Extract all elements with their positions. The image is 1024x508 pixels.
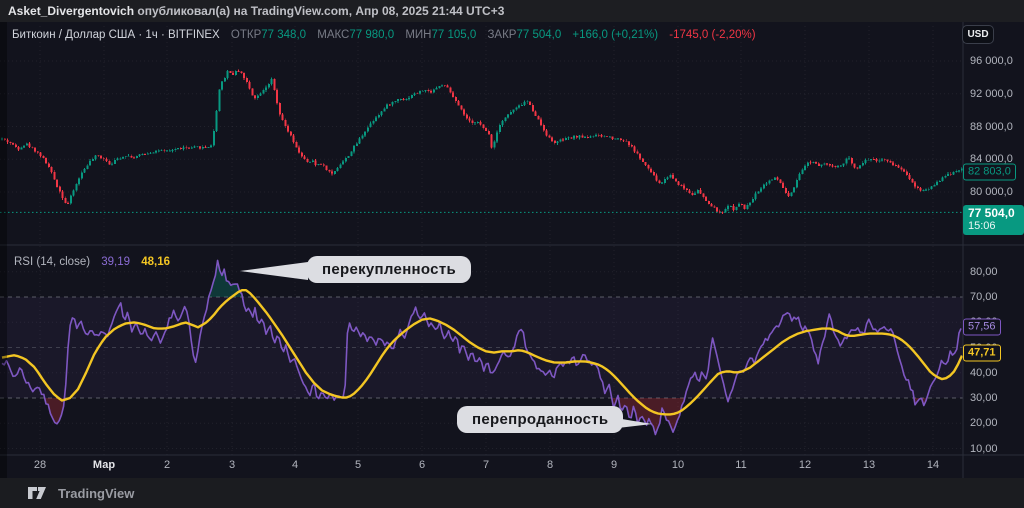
high-label: МАКС (317, 29, 350, 41)
price-tick-label: 96 000,0 (970, 55, 1013, 67)
day-change: -1745,0 (-2,20%) (669, 29, 756, 41)
low-label: МИН (405, 29, 432, 41)
publish-info: опубликовал(а) на TradingView.com, Апр 0… (134, 4, 505, 18)
price-tick-label: 80 000,0 (970, 186, 1013, 198)
current-price: 77 504,0 (968, 206, 1015, 220)
time-tick-label: 7 (482, 459, 490, 471)
price-tick-label: 88 000,0 (970, 120, 1013, 133)
tradingview-logo-icon (28, 487, 46, 499)
rsi-ma-value-badge: 47,71 (963, 344, 1001, 362)
time-tick-label: 11 (735, 459, 747, 471)
close-label: ЗАКР (487, 29, 517, 41)
author-name: Asket_Divergentovich (8, 4, 135, 18)
time-tick-label: 2 (163, 459, 171, 471)
close-value: 77 504,0 (516, 29, 562, 41)
symbol-legend[interactable]: Биткоин / Доллар США · 1ч · BITFINEX ОТК… (12, 29, 756, 41)
oversold-annotation[interactable]: перепроданность (457, 406, 624, 433)
chart-canvas[interactable] (0, 22, 1024, 478)
open-value: 77 348,0 (261, 29, 307, 41)
time-tick-label: 8 (546, 459, 554, 471)
rsi-ma-value: 48,16 (141, 256, 171, 268)
open-label: ОТКР (230, 29, 262, 41)
rsi-tick-label: 10,00 (970, 442, 998, 455)
rsi-title: RSI (14, close) (14, 256, 91, 268)
price-tick-label: 84 000,0 (970, 153, 1013, 166)
low-value: 77 105,0 (431, 29, 477, 41)
rsi-tick-label: 30,00 (970, 392, 998, 404)
price-tick-label: 92 000,0 (970, 87, 1013, 100)
time-tick-label: 5 (354, 459, 362, 471)
chart-widget: Биткоин / Доллар США · 1ч · BITFINEX ОТК… (0, 22, 1024, 478)
rsi-value: 39,19 (101, 256, 131, 268)
time-tick-label: 28 (33, 459, 47, 471)
symbol-title: Биткоин / Доллар США · 1ч · BITFINEX (12, 29, 220, 41)
attribution-bar: TradingView (0, 478, 1024, 508)
rsi-tick-label: 80,00 (970, 265, 998, 278)
time-tick-label: 9 (610, 459, 618, 471)
rsi-tick-label: 70,00 (970, 291, 998, 303)
last-close-price-badge: 82 803,0 (963, 163, 1016, 181)
time-tick-label: 6 (418, 459, 426, 471)
high-value: 77 980,0 (349, 29, 395, 41)
time-tick-label: 4 (291, 459, 299, 471)
tradingview-brand-link[interactable]: TradingView (58, 485, 135, 501)
current-price-badge: 77 504,0 15:06 (963, 205, 1024, 235)
overbought-annotation[interactable]: перекупленность (307, 256, 471, 283)
currency-toggle-button[interactable]: USD (962, 25, 994, 44)
time-tick-label: 12 (798, 459, 812, 471)
rsi-value-badge: 57,56 (963, 318, 1001, 336)
countdown-timer: 15:06 (968, 220, 996, 232)
rsi-tick-label: 20,00 (970, 417, 998, 430)
time-tick-label: Мар (92, 459, 116, 471)
publish-bar: Asket_Divergentovich опубликовал(а) на T… (0, 0, 1024, 22)
bar-change: +166,0 (+0,21%) (572, 29, 659, 41)
time-tick-label: 14 (926, 459, 940, 471)
time-tick-label: 13 (862, 459, 876, 471)
time-tick-label: 3 (228, 459, 236, 471)
time-tick-label: 10 (671, 459, 685, 471)
rsi-tick-label: 40,00 (970, 366, 998, 379)
rsi-legend[interactable]: RSI (14, close) 39,19 48,16 (14, 256, 170, 268)
